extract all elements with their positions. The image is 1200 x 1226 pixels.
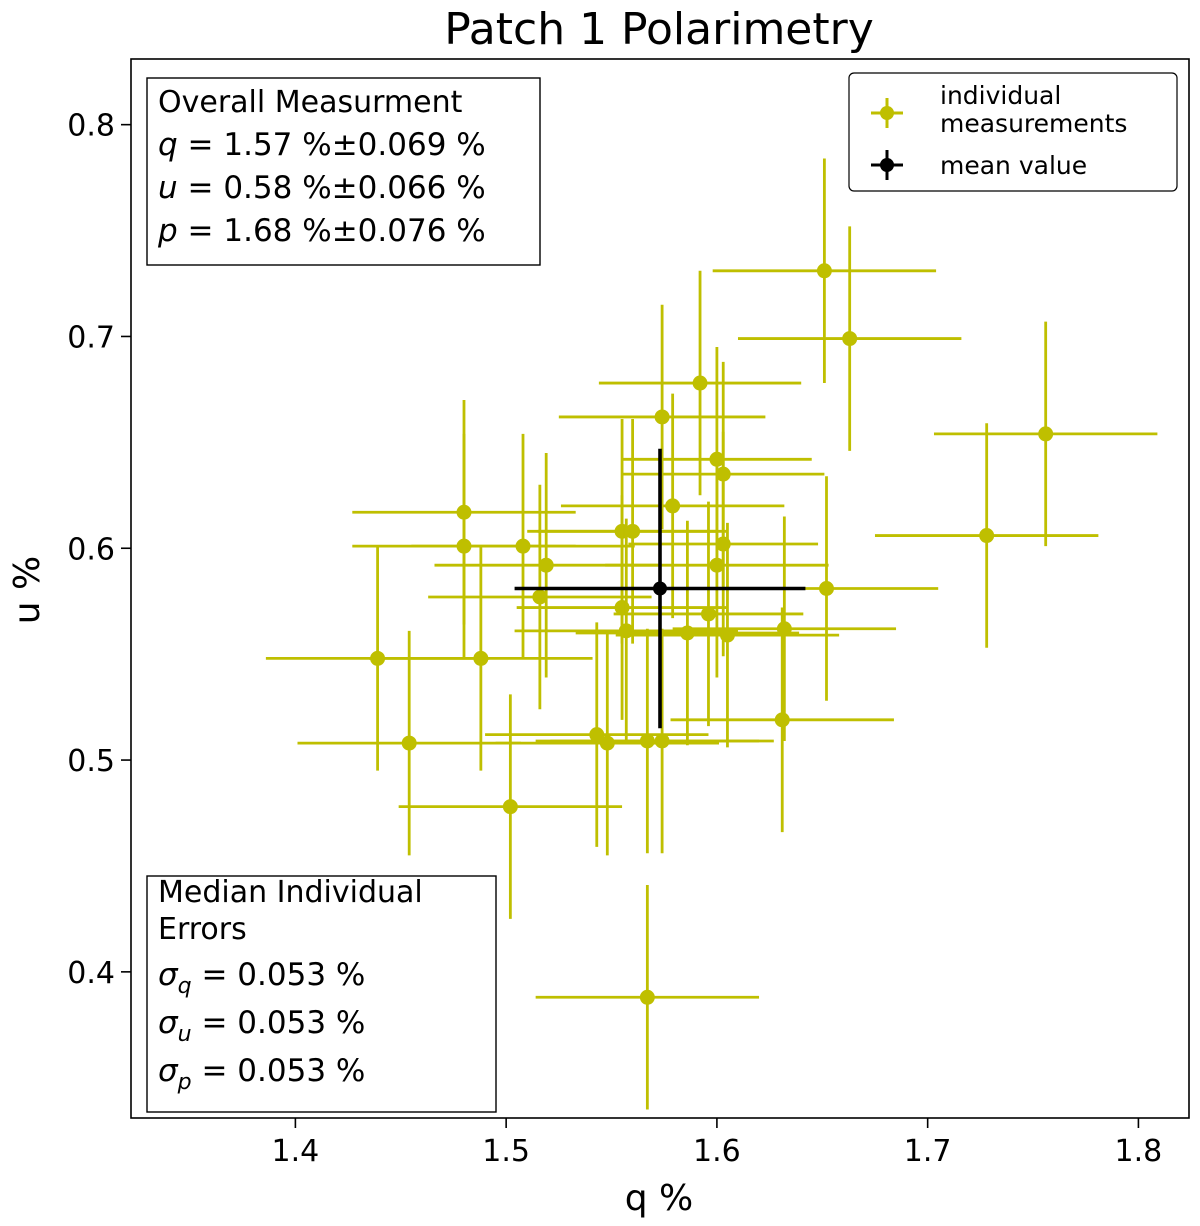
point-marker — [599, 735, 615, 751]
legend-label: measurements — [940, 109, 1127, 138]
data-point-3 — [558, 304, 766, 530]
median-title-line-0: Median Individual — [158, 875, 423, 910]
overall-line-1: u = 0.58 %±0.066 % — [158, 170, 486, 206]
data-point-33 — [398, 694, 623, 919]
point-marker — [654, 733, 670, 749]
point-marker — [709, 557, 725, 573]
median-errors-lines: σq = 0.053 % σu = 0.053 % σp = 0.053 % — [158, 957, 365, 1095]
point-marker — [700, 606, 716, 622]
point-marker — [401, 735, 417, 751]
data-point-22 — [514, 518, 738, 744]
y-axis-label: u % — [7, 556, 48, 624]
data-point-11 — [874, 423, 1099, 648]
point-marker — [515, 538, 531, 554]
data-point-10 — [537, 419, 728, 644]
point-marker — [979, 528, 995, 544]
legend-entries: individual measurements mean value — [871, 81, 1127, 180]
data-point-13 — [411, 433, 635, 659]
data-point-32 — [550, 628, 774, 854]
point-marker — [502, 799, 518, 815]
legend: individual measurements mean value — [848, 72, 1178, 192]
overall-measurement-lines: q = 1.57 %±0.069 % u = 0.58 %±0.066 % p = … — [157, 127, 486, 249]
x-tick-label: 1.5 — [482, 1134, 530, 1169]
point-marker — [654, 409, 670, 425]
x-tick-label: 1.8 — [1115, 1134, 1163, 1169]
median-errors-box: Median Individual Errors σq = 0.053 % σu … — [146, 875, 497, 1113]
data-point-18 — [428, 484, 652, 710]
point-marker — [665, 498, 681, 514]
overall-line-2: p = 1.68 %±0.076 % — [157, 213, 486, 249]
data-point-26 — [369, 546, 593, 771]
median-line-1: σu = 0.053 % — [158, 1005, 365, 1047]
data-point-23 — [575, 520, 800, 746]
point-marker — [473, 650, 489, 666]
legend-marker-dot — [880, 158, 894, 172]
legend-label: individual — [940, 81, 1061, 110]
legend-entry-mean: mean value — [871, 150, 1087, 180]
mean-point — [514, 448, 806, 729]
y-tick-label: 0.4 — [67, 956, 115, 991]
point-marker — [774, 712, 790, 728]
point-marker — [639, 989, 655, 1005]
overall-line-0: q = 1.57 %±0.069 % — [158, 127, 486, 163]
data-point-14 — [628, 431, 819, 657]
series-mean-value — [514, 448, 806, 729]
legend-marker-dot — [880, 106, 894, 120]
legend-box — [848, 72, 1178, 192]
overall-measurement-box: Overall Measurment q = 1.57 %±0.069 % u =… — [146, 77, 541, 266]
axis-ticks: 1.4 1.5 1.6 1.7 1.8 0.4 0.5 0.6 0.7 0.8 — [67, 109, 1162, 1169]
x-axis-label: q % — [625, 1178, 694, 1219]
data-point-2 — [598, 270, 802, 496]
data-point-19 — [516, 495, 728, 720]
data-point-28 — [485, 622, 709, 847]
median-errors-title: Median Individual Errors — [158, 875, 423, 947]
y-tick-label: 0.5 — [67, 744, 115, 779]
plot-frame — [130, 58, 1190, 1119]
point-marker — [532, 589, 548, 605]
chart-title: Patch 1 Polarimetry — [444, 4, 874, 55]
data-point-24 — [615, 522, 840, 748]
overall-measurement-frame — [146, 77, 541, 266]
point-marker — [719, 627, 735, 643]
legend-label: mean value — [940, 151, 1087, 180]
data-point-21 — [672, 516, 897, 741]
x-tick-label: 1.7 — [904, 1134, 952, 1169]
median-line-0: σq = 0.053 % — [158, 957, 365, 999]
point-marker — [679, 625, 695, 641]
point-marker — [692, 375, 708, 391]
data-point-1 — [737, 226, 962, 451]
data-point-7 — [560, 393, 785, 619]
data-point-27 — [670, 607, 894, 833]
plot-area — [265, 158, 1158, 1110]
point-marker — [842, 331, 858, 347]
point-marker — [1038, 426, 1054, 442]
point-marker — [816, 263, 832, 279]
data-point-30 — [495, 630, 720, 856]
y-tick-label: 0.8 — [67, 109, 115, 144]
y-tick-label: 0.7 — [67, 320, 115, 355]
x-tick-label: 1.4 — [272, 1134, 320, 1169]
data-point-16 — [605, 452, 829, 678]
y-tick-label: 0.6 — [67, 532, 115, 567]
x-tick-label: 1.6 — [693, 1134, 741, 1169]
median-title-line-1: Errors — [158, 912, 247, 947]
overall-measurement-title: Overall Measurment — [158, 85, 463, 120]
median-errors-frame — [146, 875, 497, 1113]
data-point-34 — [535, 885, 760, 1110]
data-point-4 — [933, 321, 1158, 547]
point-marker — [538, 557, 554, 573]
median-line-2: σp = 0.053 % — [158, 1053, 365, 1095]
data-point-29 — [297, 630, 521, 856]
data-point-20 — [613, 501, 804, 727]
legend-entry-individual: individual measurements — [871, 81, 1127, 138]
point-marker — [818, 581, 834, 596]
series-individual-measurements — [265, 158, 1158, 1110]
point-marker — [589, 727, 605, 743]
point-marker — [653, 581, 667, 596]
data-point-0 — [712, 158, 937, 384]
point-marker — [625, 523, 641, 539]
